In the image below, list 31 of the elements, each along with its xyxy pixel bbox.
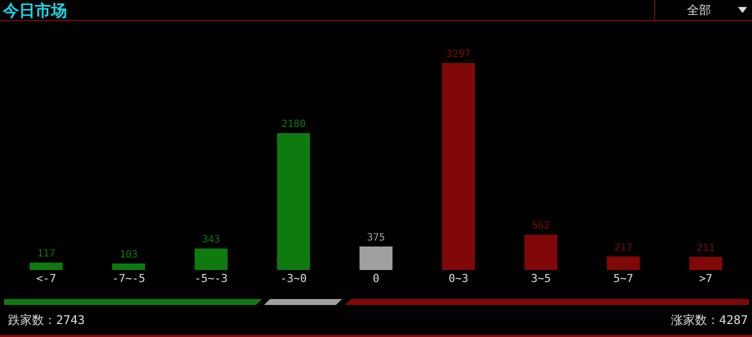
text: 涨家数：4287 <box>671 312 748 329</box>
x-tick-label: 0~3 <box>448 272 468 285</box>
x-tick-label: 3~5 <box>530 272 551 285</box>
x-tick-label: -7~-5 <box>112 272 146 285</box>
x-tick-label: <-7 <box>36 272 56 285</box>
bar <box>360 246 392 270</box>
x-tick-label: >7 <box>699 272 712 285</box>
data-label: 117 <box>37 248 56 260</box>
bar <box>606 256 640 270</box>
bar <box>277 133 310 270</box>
x-tick-label: -3~0 <box>280 272 307 285</box>
data-label: 2180 <box>282 119 306 130</box>
text: 全部 <box>687 2 711 19</box>
bar <box>524 234 558 270</box>
bar <box>194 248 228 270</box>
data-label: 562 <box>532 220 550 232</box>
data-label: 103 <box>120 250 138 261</box>
bar <box>112 264 146 270</box>
x-tick-label: 5~7 <box>613 272 634 285</box>
data-label: 375 <box>366 232 386 244</box>
text: 跌家数：2743 <box>8 312 85 329</box>
bar <box>689 256 722 270</box>
bar <box>442 62 475 270</box>
bar <box>30 262 63 270</box>
data-label: 211 <box>696 242 715 254</box>
data-label: 3297 <box>446 48 470 60</box>
x-tick-label: 0 <box>372 272 380 285</box>
x-tick-label: -5~-3 <box>194 272 228 285</box>
data-label: 343 <box>202 234 220 246</box>
chart-title: 今日市场 <box>3 1 67 22</box>
data-label: 217 <box>614 242 632 254</box>
